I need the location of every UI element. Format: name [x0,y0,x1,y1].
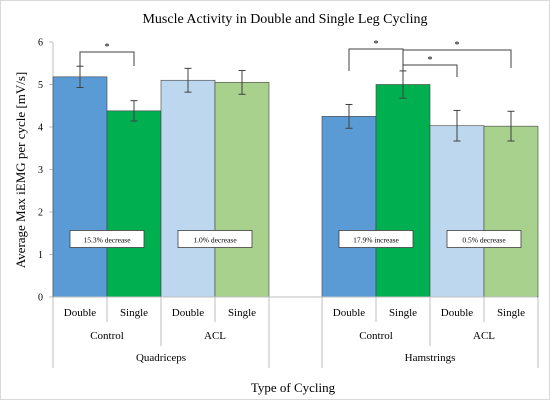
bar-category-label: Double [172,307,205,319]
muscle-group-label: Hamstrings [405,352,456,364]
y-tick-label: 3 [38,165,43,176]
bar-category-label: Single [228,307,256,319]
annotation-box [69,230,145,248]
annotation-box [338,230,414,248]
y-tick-label: 6 [38,38,43,49]
y-tick-label: 0 [38,293,43,304]
bar-category-label: Single [497,307,525,319]
y-tick-label: 4 [38,123,43,134]
significance-star: * [374,39,379,50]
significance-bracket [79,51,135,66]
plot-area: 0 1 2 3 4 5 6 Double Single Double Single Double Sin… [38,38,539,368]
bar-category-label: Double [64,307,97,319]
bar [483,125,539,298]
x-axis-title: Type of Cycling [251,380,336,395]
bar-category-label: Double [441,307,474,319]
significance-star: * [428,55,433,66]
significance-star: * [455,40,460,51]
condition-label: Control [359,330,393,342]
bar [52,76,108,298]
bar [106,110,162,298]
annotation-text: 17.9% increase [353,236,399,245]
chart-title: Muscle Activity in Double and Single Leg… [142,12,427,27]
bar-category-label: Double [333,307,366,319]
significance-bracket [402,64,458,77]
annotation-text: 15.3% decrease [83,236,131,245]
bar [375,84,431,298]
annotation-box [446,230,522,248]
y-tick-label: 2 [38,208,43,219]
muscle-group-label: Quadriceps [136,352,186,364]
annotation-text: 1.0% decrease [193,236,237,245]
y-axis-title: Average Max iEMG per cycle [mV/s] [13,72,28,269]
bar-category-label: Single [389,307,417,319]
y-tick-label: 5 [38,80,43,91]
annotation-text: 0.5% decrease [462,236,506,245]
y-tick-label: 1 [38,250,43,261]
bar [429,125,485,298]
condition-label: ACL [473,330,495,342]
annotation-box [177,230,253,248]
significance-bracket [402,49,512,68]
bar [214,82,270,298]
condition-label: Control [90,330,124,342]
bar [321,116,377,298]
significance-star: * [105,42,110,53]
bar-category-label: Single [120,307,148,319]
condition-label: ACL [204,330,226,342]
bar [160,79,216,298]
